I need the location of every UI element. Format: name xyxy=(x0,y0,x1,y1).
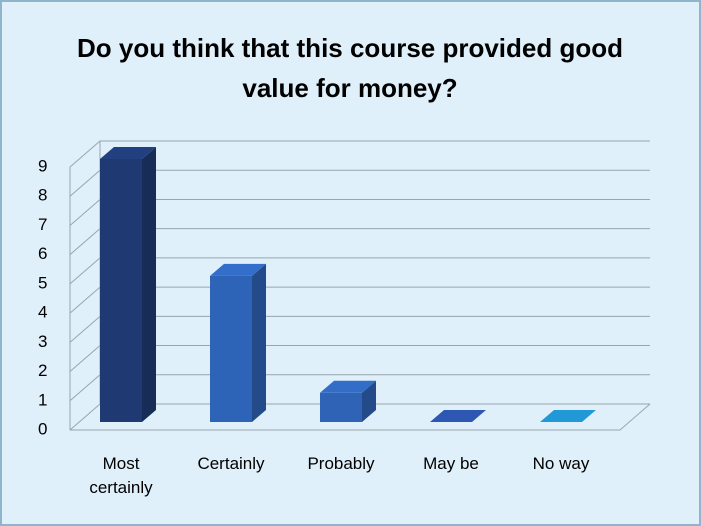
bar-top xyxy=(210,263,266,276)
grid-line xyxy=(69,228,650,256)
y-tick-label: 0 xyxy=(38,419,47,438)
bar xyxy=(210,263,266,422)
x-tick-label: Certainly xyxy=(197,454,265,473)
grid-line xyxy=(69,198,650,226)
grid-line xyxy=(69,169,650,197)
bar-top xyxy=(100,147,156,159)
y-tick-label: 9 xyxy=(38,156,47,175)
bar-side xyxy=(362,380,376,422)
grid-line xyxy=(69,257,650,285)
grid-line xyxy=(69,286,650,314)
bar xyxy=(100,147,156,422)
bar-side xyxy=(142,147,156,422)
bar-top xyxy=(430,410,486,422)
y-tick-label: 6 xyxy=(38,244,47,263)
bar-front xyxy=(320,392,362,422)
bar xyxy=(320,380,376,422)
bar xyxy=(540,410,596,422)
bar-top xyxy=(540,410,596,422)
y-tick-label: 2 xyxy=(38,361,47,380)
bar-front xyxy=(210,275,252,422)
x-tick-label: May be xyxy=(423,454,479,473)
y-tick-label: 7 xyxy=(38,215,47,234)
x-tick-label: No way xyxy=(532,454,590,473)
grid-line xyxy=(69,345,650,372)
grid-line xyxy=(69,140,650,168)
floor-edge xyxy=(70,403,651,431)
bar-side xyxy=(252,263,266,422)
y-tick-label: 1 xyxy=(38,390,47,409)
bar-top xyxy=(320,380,376,393)
y-tick-label: 3 xyxy=(38,332,47,351)
y-tick-label: 5 xyxy=(38,273,47,292)
y-tick-label: 4 xyxy=(38,303,47,322)
bar-front xyxy=(100,159,142,422)
y-tick-label: 8 xyxy=(38,186,47,205)
x-tick-label: Most certainly xyxy=(89,454,153,497)
chart-title: Do you think that this course provided g… xyxy=(76,33,623,103)
bar xyxy=(430,410,486,422)
grid-line xyxy=(69,315,650,343)
x-tick-label: Probably xyxy=(307,454,375,473)
